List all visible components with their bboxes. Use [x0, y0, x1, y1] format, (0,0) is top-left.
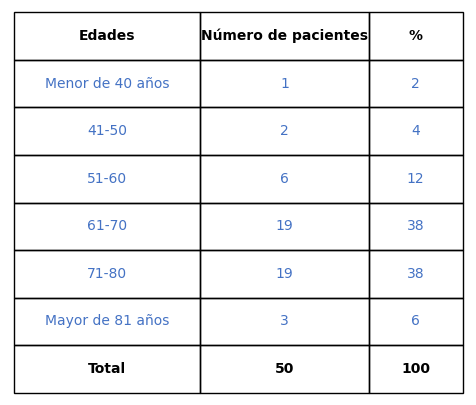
Text: 50: 50 [274, 362, 294, 376]
Bar [200, 250, 368, 298]
Bar [200, 345, 368, 393]
Text: 12: 12 [406, 172, 424, 186]
Bar [14, 298, 200, 345]
Text: 1: 1 [279, 77, 288, 91]
Bar [368, 345, 462, 393]
Text: Menor de 40 años: Menor de 40 años [45, 77, 169, 91]
Bar [368, 202, 462, 250]
Text: 38: 38 [406, 267, 424, 281]
Bar [14, 202, 200, 250]
Bar [368, 107, 462, 155]
Text: 6: 6 [279, 172, 288, 186]
Bar [200, 298, 368, 345]
Text: 41-50: 41-50 [87, 124, 127, 138]
Bar [368, 155, 462, 202]
Text: Edades: Edades [79, 29, 135, 43]
Text: %: % [408, 29, 422, 43]
Bar [200, 12, 368, 60]
Bar [368, 250, 462, 298]
Bar [200, 107, 368, 155]
Text: 38: 38 [406, 219, 424, 233]
Text: 19: 19 [275, 219, 293, 233]
Bar [14, 60, 200, 107]
Text: 2: 2 [279, 124, 288, 138]
Text: Total: Total [88, 362, 126, 376]
Text: 19: 19 [275, 267, 293, 281]
Bar [368, 12, 462, 60]
Text: 51-60: 51-60 [87, 172, 127, 186]
Text: 6: 6 [410, 314, 419, 328]
Text: 3: 3 [279, 314, 288, 328]
Text: Número de pacientes: Número de pacientes [200, 29, 367, 43]
Text: Mayor de 81 años: Mayor de 81 años [45, 314, 169, 328]
Bar [14, 345, 200, 393]
Text: 4: 4 [410, 124, 419, 138]
Bar [368, 60, 462, 107]
Bar [200, 155, 368, 202]
Bar [200, 202, 368, 250]
Bar [14, 107, 200, 155]
Text: 2: 2 [410, 77, 419, 91]
Bar [14, 250, 200, 298]
Text: 100: 100 [400, 362, 429, 376]
Bar [200, 60, 368, 107]
Bar [368, 298, 462, 345]
Bar [14, 155, 200, 202]
Text: 61-70: 61-70 [87, 219, 127, 233]
Bar [14, 12, 200, 60]
Text: 71-80: 71-80 [87, 267, 127, 281]
